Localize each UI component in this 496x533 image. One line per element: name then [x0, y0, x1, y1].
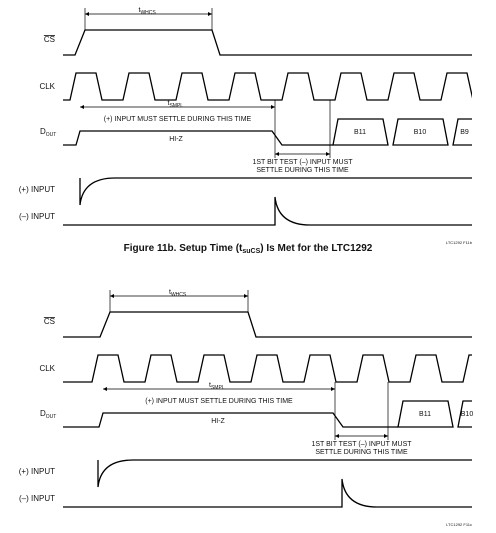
signal-label: CLK [39, 82, 55, 91]
signal-label: DOUT [40, 409, 56, 420]
signal-label-sub: OUT [46, 414, 57, 420]
signal-label-main: D [40, 409, 46, 418]
twhcs-label-main: t [139, 7, 141, 14]
signal-label: (+) INPUT [19, 185, 55, 194]
bit-label: B10 [414, 129, 427, 136]
test-note: 1ST BIT TEST (–) INPUT MUST [252, 159, 353, 166]
tsmpl-label-main: t [168, 100, 170, 107]
bit-label: B11 [419, 411, 431, 418]
plus-wave [79, 177, 472, 206]
caption-sub: suCS [242, 248, 260, 255]
minus-wave [63, 196, 472, 226]
signal-label-main: D [40, 127, 46, 136]
bit-box [452, 118, 472, 146]
caption: Figure 11b. Setup Time (tsuCS) Is Met fo… [124, 243, 373, 255]
signal-label: (–) INPUT [19, 494, 55, 503]
figure-ref: LTC1292 F11c [446, 522, 472, 527]
clk-wave [63, 72, 472, 101]
bit-label: B11 [354, 129, 366, 136]
tsmpl-label: tSMPL [168, 100, 184, 109]
test-note: SETTLE DURING THIS TIME [315, 449, 408, 456]
bit-box [457, 400, 472, 428]
hiz-label: HI-Z [211, 418, 225, 425]
bit-label: B10 [461, 411, 474, 418]
figure-ref: LTC1292 F11b [446, 240, 473, 245]
tsmpl-label: tSMPL [209, 382, 225, 391]
bit-box [332, 118, 389, 146]
caption-text: Figure 11b. Setup Time (t [124, 243, 243, 254]
caption-text: ) Is Met for the LTC1292 [260, 243, 372, 254]
signal-label: (–) INPUT [19, 212, 55, 221]
tsmpl-label-main: t [209, 382, 211, 389]
signal-label: CLK [39, 364, 55, 373]
minus-wave [63, 478, 472, 508]
settle-note: (+) INPUT MUST SETTLE DURING THIS TIME [104, 116, 252, 123]
dout-wave [63, 412, 398, 428]
bit-label: B9 [460, 129, 469, 136]
signal-label: (+) INPUT [19, 467, 55, 476]
clk-wave [63, 354, 472, 383]
twhcs-label-sub: WHCS [140, 10, 156, 16]
tsmpl-label-sub: SMPL [169, 103, 183, 109]
twhcs-label-main: t [169, 289, 171, 296]
signal-label: CS [44, 35, 55, 44]
bit-box [397, 400, 454, 428]
signal-label: CS [44, 317, 55, 326]
plus-wave [97, 459, 472, 488]
signal-label: DOUT [40, 127, 56, 138]
twhcs-label: tWHCS [139, 7, 157, 16]
twhcs-label: tWHCS [169, 289, 187, 298]
test-note: SETTLE DURING THIS TIME [256, 167, 349, 174]
cs-wave [63, 29, 472, 56]
bit-box [392, 118, 449, 146]
signal-label-sub: OUT [46, 132, 57, 138]
settle-note: (+) INPUT MUST SETTLE DURING THIS TIME [145, 398, 293, 405]
test-note: 1ST BIT TEST (–) INPUT MUST [311, 441, 412, 448]
dout-wave [63, 130, 333, 146]
tsmpl-label-sub: SMPL [211, 385, 225, 391]
hiz-label: HI-Z [169, 136, 183, 143]
twhcs-label-sub: WHCS [171, 292, 187, 298]
cs-wave [63, 311, 472, 338]
